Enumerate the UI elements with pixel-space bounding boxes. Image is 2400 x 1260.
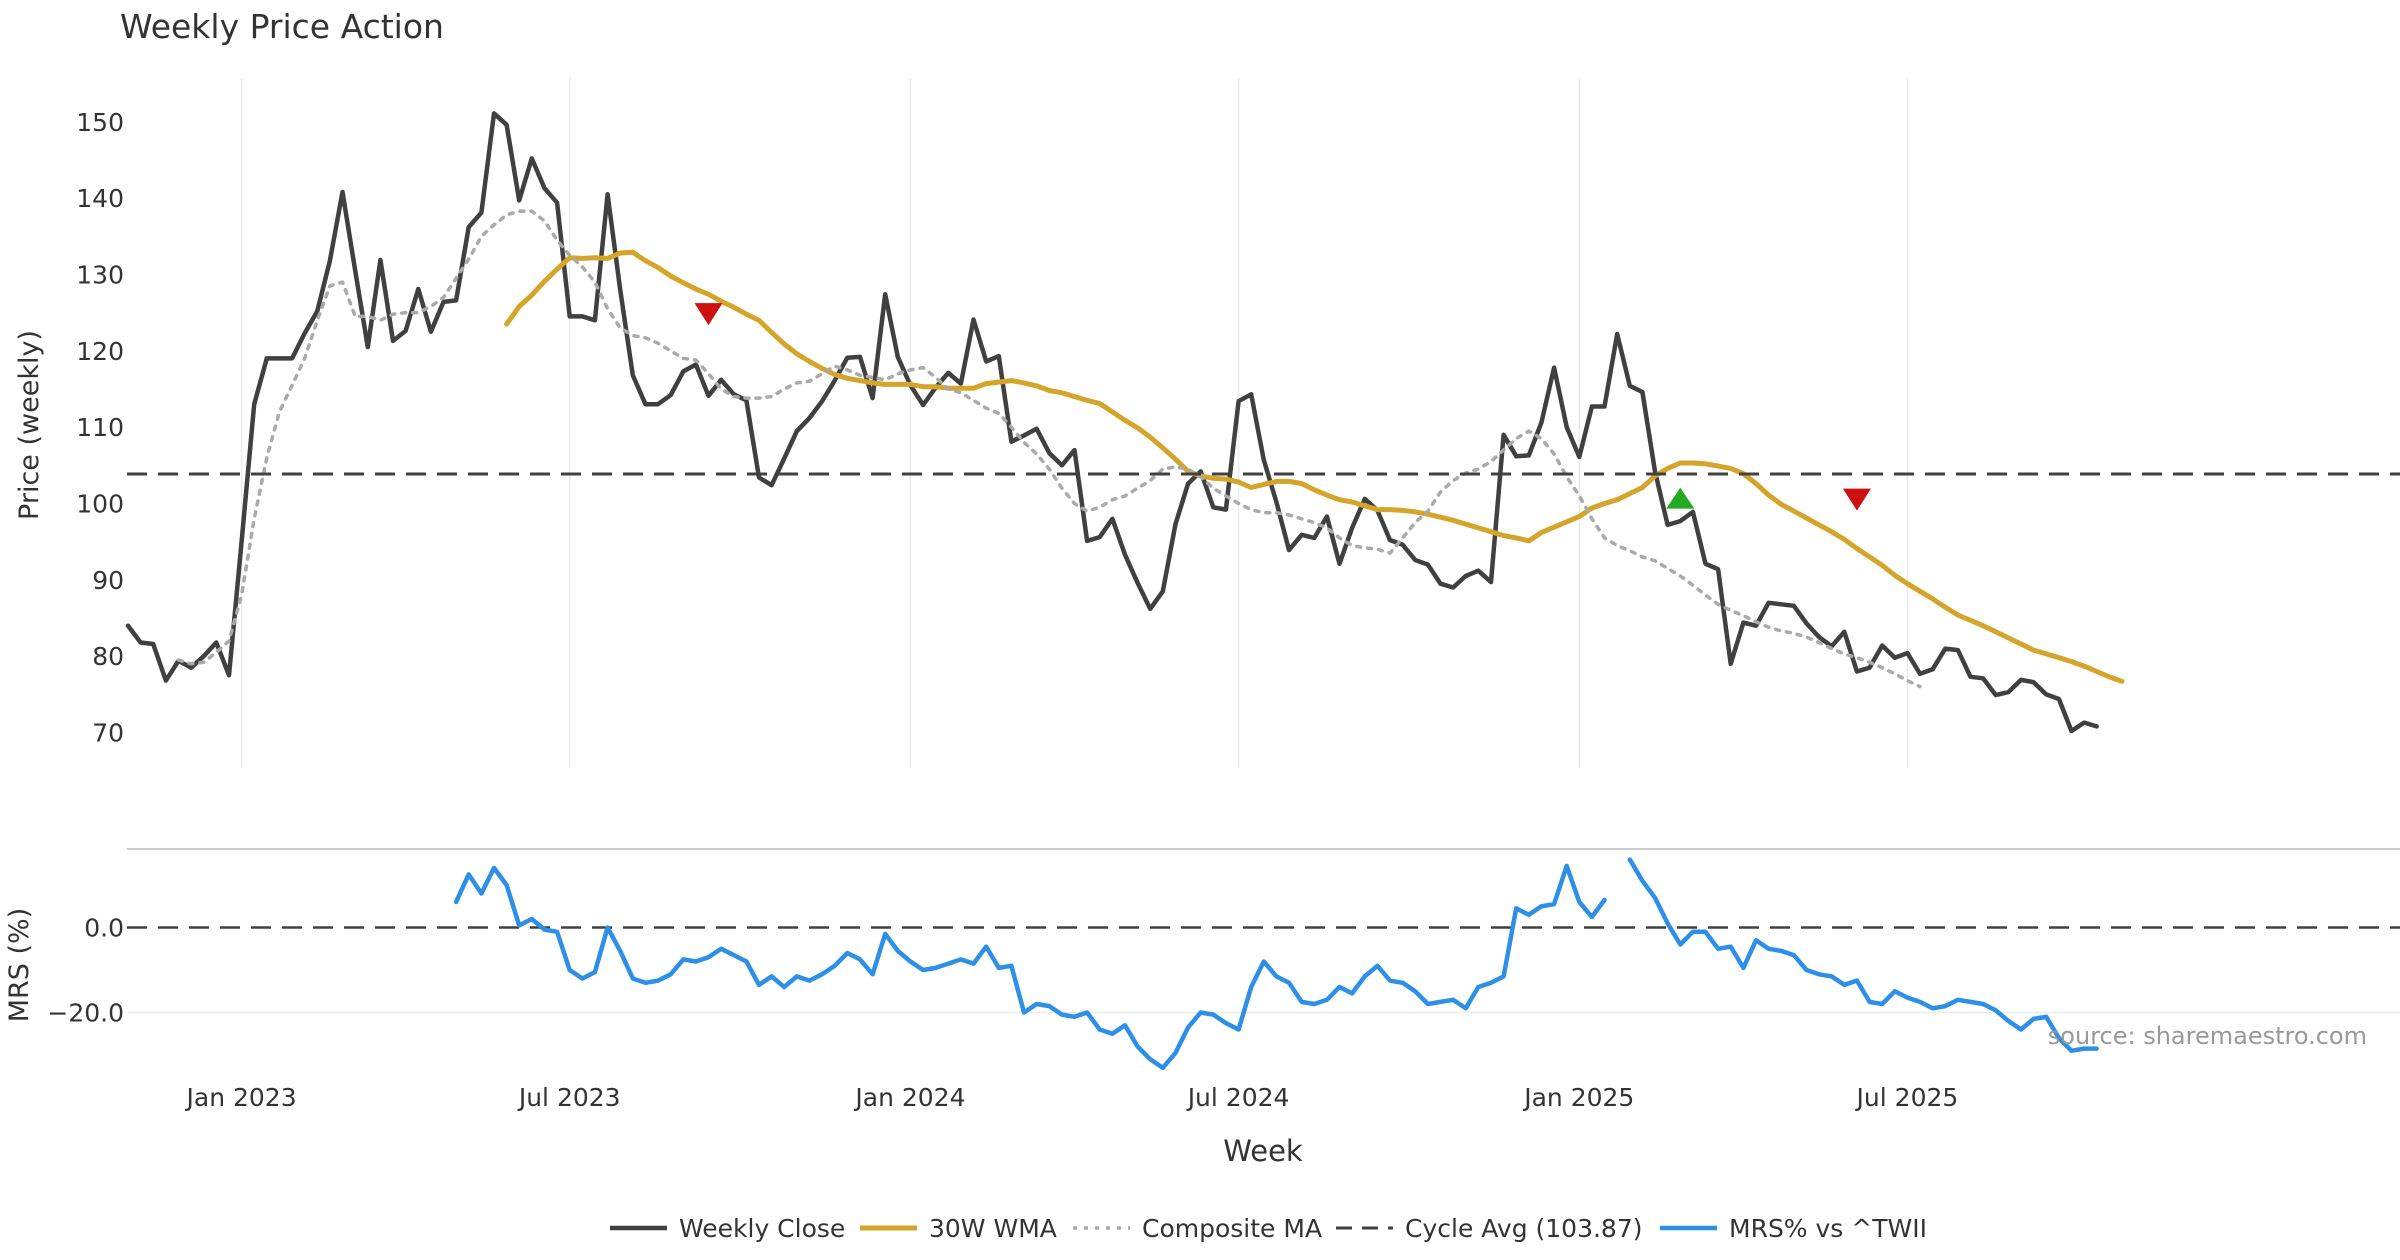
x-tick-label: Jul 2024 bbox=[1186, 1083, 1290, 1112]
price-y-tick-label: 150 bbox=[76, 108, 124, 137]
composite-ma-line bbox=[176, 209, 1922, 689]
legend-label: MRS% vs ^TWII bbox=[1729, 1214, 1927, 1243]
legend-item: Composite MA bbox=[1073, 1214, 1322, 1243]
x-axis-label: Week bbox=[1223, 1134, 1303, 1168]
price-y-tick-label: 120 bbox=[76, 337, 124, 366]
buy-signal-marker bbox=[1666, 487, 1695, 509]
legend-item: Weekly Close bbox=[610, 1214, 845, 1243]
mrs-line-segment bbox=[1627, 857, 2099, 1054]
legend-label: Composite MA bbox=[1142, 1214, 1322, 1243]
30w-wma-line bbox=[504, 249, 2125, 684]
price-y-axis-ticks: 70 80 90 100 110 120 130 140 150 bbox=[76, 108, 124, 748]
price-series-lines bbox=[125, 111, 2400, 734]
price-y-tick-label: 100 bbox=[76, 490, 124, 519]
price-y-axis-label: Price (weekly) bbox=[14, 330, 45, 520]
mrs-series-line bbox=[453, 857, 2099, 1071]
price-panel-grid bbox=[240, 78, 1909, 768]
mrs-y-tick-label: −20.0 bbox=[47, 999, 124, 1028]
legend-item: Cycle Avg (103.87) bbox=[1336, 1214, 1643, 1243]
price-signal-markers bbox=[694, 303, 1871, 511]
price-y-tick-label: 80 bbox=[92, 642, 124, 671]
sell-signal-marker bbox=[1842, 488, 1871, 511]
legend-item: MRS% vs ^TWII bbox=[1660, 1214, 1927, 1243]
legend: Weekly Close 30W WMA Composite MA Cycle Avg… bbox=[610, 1214, 1927, 1243]
legend-label: Cycle Avg (103.87) bbox=[1405, 1214, 1643, 1243]
mrs-y-axis-label: MRS (%) bbox=[4, 908, 35, 1023]
sell-signal-marker bbox=[694, 303, 723, 326]
chart-title: Weekly Price Action bbox=[120, 7, 444, 46]
price-y-tick-label: 110 bbox=[76, 413, 124, 442]
legend-label: Weekly Close bbox=[679, 1214, 845, 1243]
price-y-tick-label: 70 bbox=[92, 719, 124, 748]
source-annotation: source: sharemaestro.com bbox=[2048, 1022, 2367, 1050]
mrs-y-axis-ticks: 0.0 −20.0 bbox=[47, 914, 124, 1028]
x-tick-label: Jul 2023 bbox=[517, 1083, 621, 1112]
price-y-tick-label: 90 bbox=[92, 566, 124, 595]
legend-label: 30W WMA bbox=[929, 1214, 1057, 1243]
x-tick-label: Jan 2023 bbox=[185, 1083, 297, 1112]
x-axis-ticks: Jan 2023 Jul 2023 Jan 2024 Jul 2024 Jan 2025… bbox=[185, 1083, 1959, 1112]
price-y-tick-label: 140 bbox=[76, 184, 124, 213]
mrs-panel-grid bbox=[127, 926, 2400, 1014]
x-tick-label: Jan 2025 bbox=[1522, 1083, 1634, 1112]
mrs-line-segment bbox=[453, 863, 1607, 1071]
x-tick-label: Jan 2024 bbox=[853, 1083, 965, 1112]
x-tick-label: Jul 2025 bbox=[1855, 1083, 1959, 1112]
price-y-tick-label: 130 bbox=[76, 260, 124, 289]
legend-item: 30W WMA bbox=[860, 1214, 1057, 1243]
weekly-close-line bbox=[125, 111, 2099, 734]
mrs-y-tick-label: 0.0 bbox=[84, 914, 124, 943]
